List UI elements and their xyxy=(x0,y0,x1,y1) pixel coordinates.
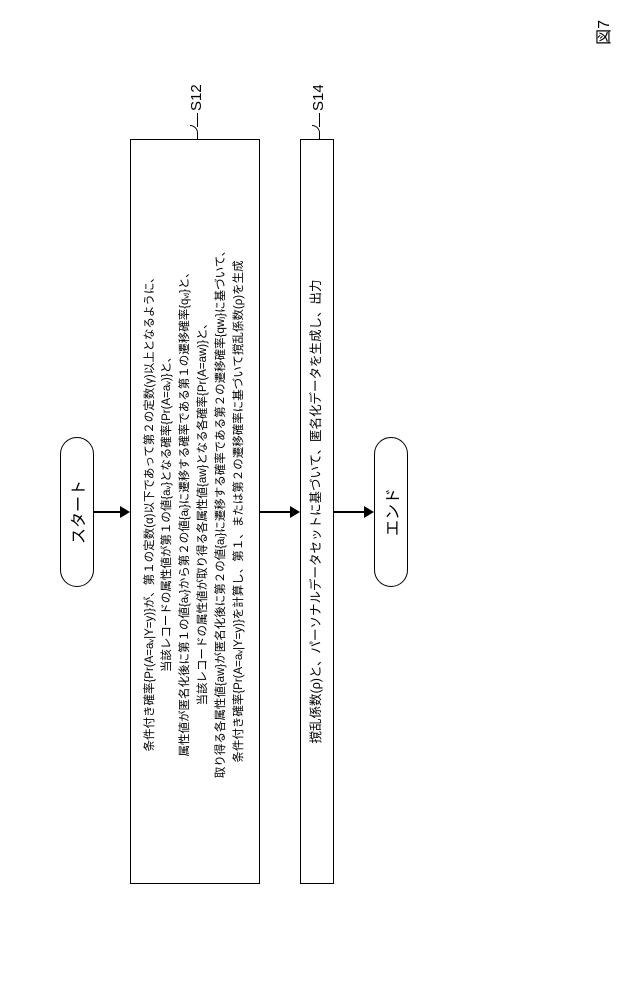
s14-leader-line xyxy=(319,113,320,127)
process-s12-text: 条件付き確率{Pr(A=aᵥ|Y=y)}が、第１の定数(α)以下であって第２の定… xyxy=(142,245,249,778)
flowchart-stage: 図7 スタート 条件付き確率{Pr(A=aᵥ|Y=y)}が、第１の定数(α)以下… xyxy=(0,0,640,989)
end-node: エンド xyxy=(374,437,408,587)
s12-line-6: 条件付き確率{Pr(A=aᵥ|Y=y)}を計算し、第１、または第２の遷移確率に基… xyxy=(231,245,249,778)
process-s12: 条件付き確率{Pr(A=aᵥ|Y=y)}が、第１の定数(α)以下であって第２の定… xyxy=(130,139,260,884)
s12-line-2: 当該レコードの属性値が第１の値{aᵥ}となる確率{Pr(A=aᵥ)}と、 xyxy=(159,245,177,778)
s12-line-5: 取り得る各属性値{aw}が匿名化後に第２の値{aⱼ}に遷移する確率である第２の遷… xyxy=(213,245,231,778)
start-node: スタート xyxy=(60,437,94,587)
start-label: スタート xyxy=(65,480,89,544)
arrow-start-s12-head xyxy=(120,506,130,518)
s14-leader xyxy=(312,125,320,139)
process-s14-text: 撹乱係数(ρ)と、パーソナルデータセットに基づいて、匿名化データを生成し、出力 xyxy=(307,280,326,744)
end-label: エンド xyxy=(379,488,403,536)
s12-leader xyxy=(190,125,198,139)
s12-line-1: 条件付き確率{Pr(A=aᵥ|Y=y)}が、第１の定数(α)以下であって第２の定… xyxy=(142,245,160,778)
s14-tag: S14 xyxy=(310,84,327,111)
arrow-s12-s14-head xyxy=(290,506,300,518)
s12-line-3: 属性値が匿名化後に第１の値{aᵥ}から第２の値{aⱼ}に遷移する確率である第１の… xyxy=(177,245,195,778)
arrow-start-s12 xyxy=(94,511,120,513)
s12-leader-line xyxy=(197,113,198,127)
s12-tag: S12 xyxy=(188,84,205,111)
arrow-s14-end xyxy=(334,511,364,513)
arrow-s14-end-head xyxy=(364,506,374,518)
arrow-s12-s14 xyxy=(260,511,290,513)
s12-line-4: 当該レコードの属性値が取り得る各属性値{aw}となる各確率{Pr(A=aw)}と… xyxy=(195,245,213,778)
process-s14: 撹乱係数(ρ)と、パーソナルデータセットに基づいて、匿名化データを生成し、出力 xyxy=(300,139,334,884)
figure-label: 図7 xyxy=(590,20,614,45)
